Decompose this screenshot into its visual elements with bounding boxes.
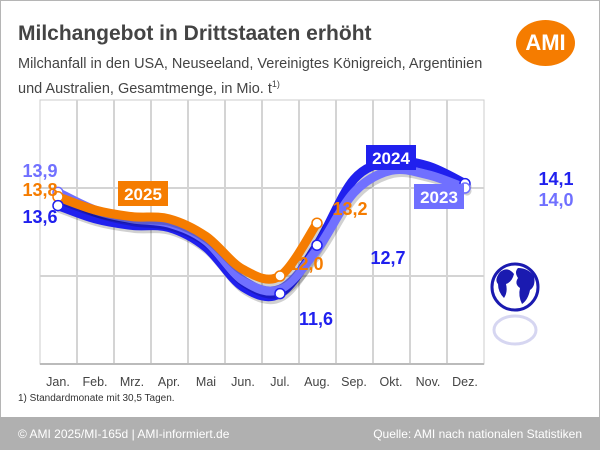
- x-tick-label: Jul.: [270, 375, 289, 389]
- chart-title: Milchangebot in Drittstaaten erhöht: [18, 22, 372, 45]
- data-point-2024: [52, 199, 64, 212]
- footer-copyright: © AMI 2025/MI-165d | AMI-informiert.de: [18, 427, 230, 441]
- ami-logo: AMI: [516, 20, 575, 66]
- x-tick-label: Okt.: [380, 375, 403, 389]
- data-point-2025: [274, 270, 286, 282]
- footer-source: Quelle: AMI nach nationalen Statistiken: [373, 427, 582, 441]
- data-point-2024: [274, 287, 286, 300]
- data-label-2025: 12,0: [288, 254, 323, 274]
- x-tick-label: Apr.: [158, 375, 180, 389]
- legend-box-2025: [118, 181, 168, 206]
- globe-icon: [490, 262, 540, 346]
- data-label-2025: 13,2: [332, 199, 367, 219]
- data-label-2025: 13,8: [22, 180, 57, 200]
- footnote: 1) Standardmonate mit 30,5 Tagen.: [18, 393, 175, 404]
- footer-bar: © AMI 2025/MI-165d | AMI-informiert.de Q…: [0, 417, 600, 450]
- data-label-2023: 14,0: [538, 190, 573, 210]
- chart-subtitle: Milchanfall in den USA, Neuseeland, Vere…: [18, 54, 498, 99]
- x-tick-label: Nov.: [416, 375, 441, 389]
- x-tick-label: Feb.: [82, 375, 107, 389]
- x-tick-label: Mrz.: [120, 375, 144, 389]
- data-label-2024: 12,7: [370, 248, 405, 268]
- logo-text: AMI: [525, 30, 566, 55]
- legend-box-2023: [414, 184, 464, 209]
- subtitle-line-1: Milchanfall in den USA, Neuseeland, Vere…: [18, 56, 483, 72]
- x-tick-label: Sep.: [341, 375, 367, 389]
- data-point-2024: [311, 239, 323, 251]
- legend-box-2024: [366, 145, 416, 170]
- legend-label-2025: 2025: [124, 185, 162, 204]
- subtitle-line-2: und Australien, Gesamtmenge, in Mio. t: [18, 80, 272, 97]
- data-label-2024: 11,6: [299, 309, 333, 329]
- x-tick-label: Jun.: [231, 375, 255, 389]
- data-point-2025: [311, 217, 323, 229]
- data-label-2024: 13,6: [22, 207, 57, 227]
- x-tick-label: Dez.: [452, 375, 478, 389]
- legend-label-2023: 2023: [420, 188, 458, 207]
- x-tick-label: Aug.: [304, 375, 330, 389]
- data-label-2024: 14,1: [538, 169, 573, 189]
- legend-label-2024: 2024: [372, 149, 410, 168]
- x-tick-label: Jan.: [46, 375, 70, 389]
- subtitle-footnote-ref: 1): [271, 79, 280, 89]
- data-label-2023: 13,9: [22, 161, 57, 181]
- x-tick-label: Mai: [196, 375, 216, 389]
